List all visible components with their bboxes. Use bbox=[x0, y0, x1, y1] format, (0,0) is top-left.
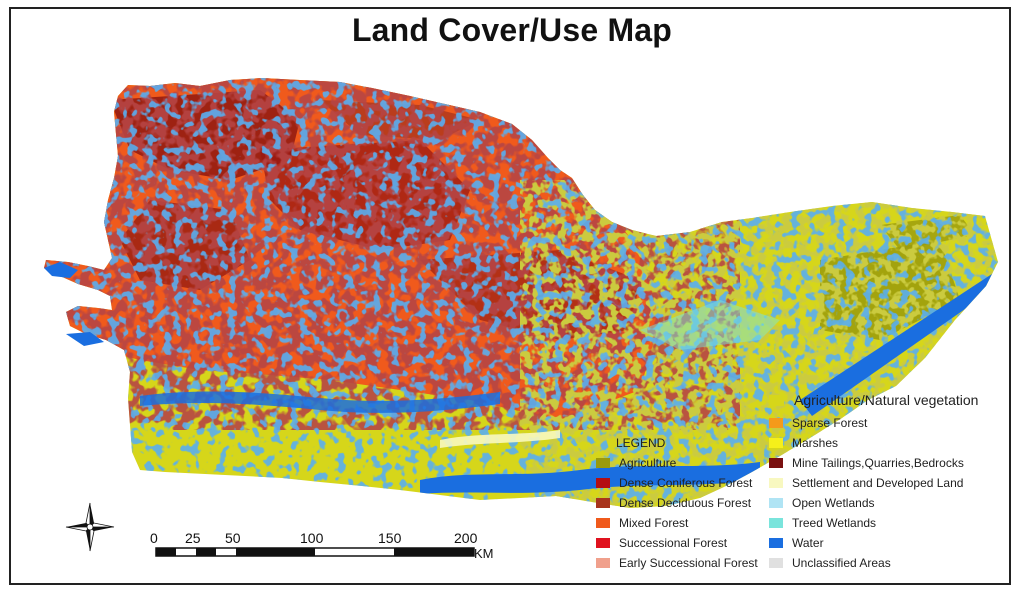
legend-swatch bbox=[769, 458, 783, 468]
legend-item-early-successional-forest: Early Successional Forest bbox=[596, 555, 758, 571]
legend-label: Early Successional Forest bbox=[619, 556, 758, 570]
legend-item-successional-forest: Successional Forest bbox=[596, 535, 727, 551]
legend-item-dense-deciduous-forest: Dense Deciduous Forest bbox=[596, 495, 751, 511]
legend-swatch bbox=[769, 558, 783, 568]
legend-swatch bbox=[596, 558, 610, 568]
legend-swatch bbox=[596, 478, 610, 488]
scale-label-0: 0 bbox=[150, 530, 158, 546]
legend-item-mixed-forest: Mixed Forest bbox=[596, 515, 688, 531]
legend-item-dense-coniferous-forest: Dense Coniferous Forest bbox=[596, 475, 752, 491]
legend-item-agriculture-natural-vegetation: Agriculture/Natural vegetation bbox=[769, 391, 978, 409]
legend-swatch bbox=[769, 438, 783, 448]
legend-item-agriculture: Agriculture bbox=[596, 455, 676, 471]
legend-label: Dense Deciduous Forest bbox=[619, 496, 752, 510]
legend-swatch bbox=[769, 394, 784, 406]
scale-unit: KM bbox=[474, 546, 494, 561]
legend-item-open-wetlands: Open Wetlands bbox=[769, 495, 875, 511]
legend-label: Marshes bbox=[792, 436, 839, 450]
legend-label: Settlement and Developed Land bbox=[792, 476, 964, 490]
legend-label: Unclassified Areas bbox=[792, 556, 891, 570]
legend-label: Sparse Forest bbox=[792, 416, 868, 430]
legend-label: Open Wetlands bbox=[792, 496, 875, 510]
legend-swatch bbox=[769, 418, 783, 428]
legend-swatch bbox=[596, 458, 610, 468]
legend-label: Agriculture bbox=[619, 456, 677, 470]
legend-label: Dense Coniferous Forest bbox=[619, 476, 753, 490]
legend-item-settlement-developed-land: Settlement and Developed Land bbox=[769, 475, 963, 491]
legend-label: Mixed Forest bbox=[619, 516, 689, 530]
scale-label-150: 150 bbox=[378, 530, 402, 546]
legend-swatch bbox=[769, 498, 783, 508]
legend-label: Mine Tailings,Quarries,Bedrocks bbox=[792, 456, 964, 470]
legend-item-treed-wetlands: Treed Wetlands bbox=[769, 515, 876, 531]
scale-label-25: 25 bbox=[185, 530, 201, 546]
scale-label-50: 50 bbox=[225, 530, 241, 546]
legend-label: Successional Forest bbox=[619, 536, 728, 550]
legend-swatch bbox=[769, 538, 783, 548]
legend-label: Water bbox=[792, 536, 824, 550]
scale-label-100: 100 bbox=[300, 530, 324, 546]
legend-label: Agriculture/Natural vegetation bbox=[794, 392, 979, 408]
legend-item-mine-tailings-quarries-bedrocks: Mine Tailings,Quarries,Bedrocks bbox=[769, 455, 964, 471]
map-title: Land Cover/Use Map bbox=[351, 12, 673, 48]
legend-label: Treed Wetlands bbox=[792, 516, 877, 530]
legend-swatch bbox=[596, 518, 610, 528]
north-arrow-compass-rose-icon bbox=[65, 502, 115, 552]
scale-bar bbox=[155, 547, 475, 557]
legend-item-water: Water bbox=[769, 535, 824, 551]
legend-item-unclassified-areas: Unclassified Areas bbox=[769, 555, 891, 571]
legend-title: LEGEND bbox=[616, 436, 666, 450]
scale-label-200: 200 bbox=[454, 530, 478, 546]
legend-item-sparse-forest: Sparse Forest bbox=[769, 415, 867, 431]
legend-swatch bbox=[769, 478, 783, 488]
legend-swatch bbox=[596, 538, 610, 548]
legend-swatch bbox=[769, 518, 783, 528]
legend-item-marshes: Marshes bbox=[769, 435, 838, 451]
legend-swatch bbox=[596, 498, 610, 508]
